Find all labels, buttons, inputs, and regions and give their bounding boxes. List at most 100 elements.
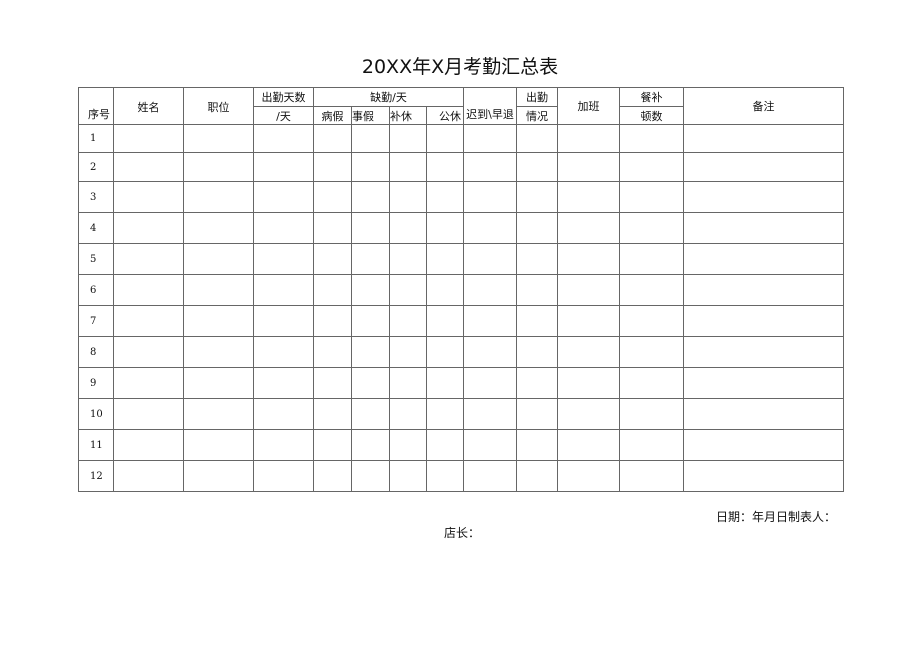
table-cell[interactable] [516,152,559,182]
table-cell[interactable] [183,460,254,492]
table-cell[interactable] [313,336,352,368]
table-cell[interactable] [253,460,314,492]
table-cell[interactable] [389,152,427,182]
table-cell[interactable] [683,398,845,430]
table-cell[interactable] [557,181,621,213]
table-cell[interactable] [557,243,621,275]
table-cell[interactable] [516,367,559,399]
table-cell[interactable] [113,336,184,368]
table-cell[interactable] [113,398,184,430]
table-cell[interactable] [389,243,427,275]
table-cell[interactable] [351,460,390,492]
table-cell[interactable] [253,212,314,244]
table-cell[interactable] [351,274,390,306]
table-cell[interactable] [351,367,390,399]
table-cell[interactable] [463,367,518,399]
table-cell[interactable] [113,367,184,399]
table-cell[interactable] [619,336,685,368]
table-cell[interactable] [619,181,685,213]
table-cell[interactable] [516,243,559,275]
table-cell[interactable] [425,336,465,368]
table-cell[interactable] [619,305,685,337]
table-cell[interactable] [313,181,352,213]
table-cell[interactable] [557,429,621,461]
table-cell[interactable] [113,243,184,275]
table-cell[interactable] [425,367,465,399]
table-cell[interactable] [351,429,390,461]
table-cell[interactable] [619,243,685,275]
table-cell[interactable] [683,460,845,492]
table-cell[interactable] [313,124,352,153]
table-cell[interactable] [351,152,390,182]
table-cell[interactable] [557,460,621,492]
table-cell[interactable] [313,429,352,461]
table-cell[interactable] [253,124,314,153]
table-cell[interactable] [683,429,845,461]
table-cell[interactable] [113,305,184,337]
table-cell[interactable] [425,274,465,306]
table-cell[interactable] [516,212,559,244]
table-cell[interactable] [425,152,465,182]
table-cell[interactable] [516,398,559,430]
table-cell[interactable] [683,152,845,182]
table-cell[interactable] [183,181,254,213]
table-cell[interactable] [557,124,621,153]
table-cell[interactable] [683,212,845,244]
table-cell[interactable] [425,243,465,275]
table-cell[interactable] [557,212,621,244]
table-cell[interactable] [253,429,314,461]
table-cell[interactable] [313,152,352,182]
table-cell[interactable] [351,124,390,153]
table-cell[interactable] [516,181,559,213]
table-cell[interactable] [183,212,254,244]
table-cell[interactable] [463,243,518,275]
table-cell[interactable] [683,336,845,368]
table-cell[interactable] [425,305,465,337]
table-cell[interactable] [313,212,352,244]
table-cell[interactable] [389,398,427,430]
table-cell[interactable] [113,124,184,153]
table-cell[interactable] [313,460,352,492]
table-cell[interactable] [253,274,314,306]
table-cell[interactable] [313,305,352,337]
table-cell[interactable] [619,429,685,461]
table-cell[interactable] [183,124,254,153]
table-cell[interactable] [253,367,314,399]
table-cell[interactable] [389,212,427,244]
table-cell[interactable] [516,336,559,368]
table-cell[interactable] [113,460,184,492]
table-cell[interactable] [183,305,254,337]
table-cell[interactable] [463,305,518,337]
table-cell[interactable] [557,152,621,182]
table-cell[interactable] [183,429,254,461]
table-cell[interactable] [516,124,559,153]
table-cell[interactable] [557,305,621,337]
table-cell[interactable] [389,336,427,368]
table-cell[interactable] [683,243,845,275]
table-cell[interactable] [253,398,314,430]
table-cell[interactable] [389,367,427,399]
table-cell[interactable] [183,336,254,368]
table-cell[interactable] [351,243,390,275]
table-cell[interactable] [463,152,518,182]
table-cell[interactable] [463,212,518,244]
table-cell[interactable] [113,212,184,244]
table-cell[interactable] [113,429,184,461]
table-cell[interactable] [351,305,390,337]
table-cell[interactable] [313,243,352,275]
table-cell[interactable] [389,274,427,306]
table-cell[interactable] [425,124,465,153]
table-cell[interactable] [619,398,685,430]
table-cell[interactable] [557,274,621,306]
table-cell[interactable] [253,305,314,337]
table-cell[interactable] [183,367,254,399]
table-cell[interactable] [516,460,559,492]
table-cell[interactable] [253,181,314,213]
table-cell[interactable] [516,305,559,337]
table-cell[interactable] [425,398,465,430]
table-cell[interactable] [389,460,427,492]
table-cell[interactable] [683,274,845,306]
table-cell[interactable] [463,398,518,430]
table-cell[interactable] [425,429,465,461]
table-cell[interactable] [351,212,390,244]
